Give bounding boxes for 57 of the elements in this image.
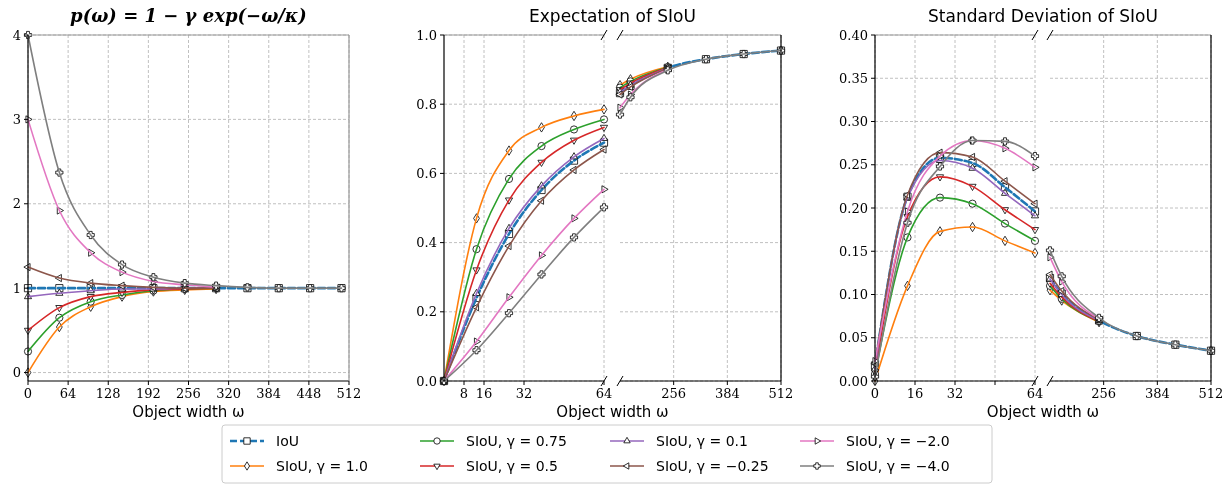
y-tick-label: 2: [12, 196, 21, 212]
y-tick-label: 0.00: [839, 373, 868, 389]
x-tick-label: 256: [661, 386, 687, 401]
x-axis-title: Object width ω: [556, 403, 669, 421]
chart-title: Expectation of SIoU: [529, 6, 696, 26]
legend-label: SIoU, γ = 1.0: [276, 457, 368, 474]
chart-title: Standard Deviation of SIoU: [928, 6, 1158, 26]
legend-label: SIoU, γ = 0.75: [466, 432, 567, 449]
x-axis-title: Object width ω: [986, 403, 1100, 421]
x-tick-label: 32: [515, 386, 533, 401]
x-tick-label: 64: [595, 386, 613, 401]
x-tick-label: 256: [176, 386, 201, 401]
x-axis-title: Object width ω: [132, 403, 245, 421]
y-tick-label: 0: [12, 365, 21, 381]
y-tick-label: 0.40: [839, 27, 868, 43]
y-tick-label: 0.30: [839, 114, 868, 130]
x-tick-label: 64: [59, 386, 77, 401]
y-tick-label: 4: [12, 27, 21, 43]
x-tick-label: 16: [475, 386, 493, 401]
y-tick-label: 0.0: [416, 373, 437, 389]
y-tick-label: 0.25: [839, 157, 868, 173]
y-tick-label: 0.2: [416, 304, 437, 320]
legend-label: SIoU, γ = −0.25: [656, 457, 769, 474]
y-tick-label: 0.4: [416, 235, 437, 251]
x-tick-label: 16: [906, 386, 924, 401]
y-tick-label: 0.6: [416, 165, 437, 181]
x-tick-label: 256: [1091, 386, 1117, 401]
x-tick-label: 128: [95, 386, 121, 401]
x-tick-label: 0: [23, 386, 33, 401]
x-tick-label: 512: [336, 386, 362, 401]
legend-label: SIoU, γ = 0.1: [656, 432, 748, 449]
x-tick-label: 512: [768, 386, 794, 401]
y-tick-label: 0.10: [839, 287, 868, 303]
chart-title: p(ω) = 1 − γ exp(−ω/κ): [70, 5, 307, 26]
legend-label: SIoU, γ = 0.5: [466, 457, 558, 474]
x-tick-label: 0: [870, 386, 880, 401]
legend-label: SIoU, γ = −2.0: [846, 432, 950, 449]
x-tick-label: 32: [946, 386, 964, 401]
y-tick-label: 0.05: [839, 330, 868, 346]
legend-label: IoU: [276, 432, 299, 449]
y-tick-label: 3: [12, 111, 21, 127]
x-tick-label: 384: [714, 386, 740, 401]
x-tick-label: 512: [1198, 386, 1224, 401]
x-tick-label: 384: [1144, 386, 1170, 401]
legend-label: SIoU, γ = −4.0: [846, 457, 950, 474]
x-tick-label: 448: [296, 386, 322, 401]
x-tick-label: 64: [1026, 386, 1044, 401]
x-tick-label: 384: [256, 386, 282, 401]
x-tick-label: 8: [459, 386, 469, 401]
y-tick-label: 1: [12, 280, 21, 296]
y-tick-label: 0.8: [416, 96, 437, 112]
x-tick-label: 192: [135, 386, 161, 401]
y-tick-label: 0.35: [839, 70, 868, 86]
x-tick-label: 320: [216, 386, 242, 401]
y-tick-label: 1.0: [416, 27, 437, 43]
y-tick-label: 0.20: [839, 200, 868, 216]
y-tick-label: 0.15: [839, 243, 868, 259]
